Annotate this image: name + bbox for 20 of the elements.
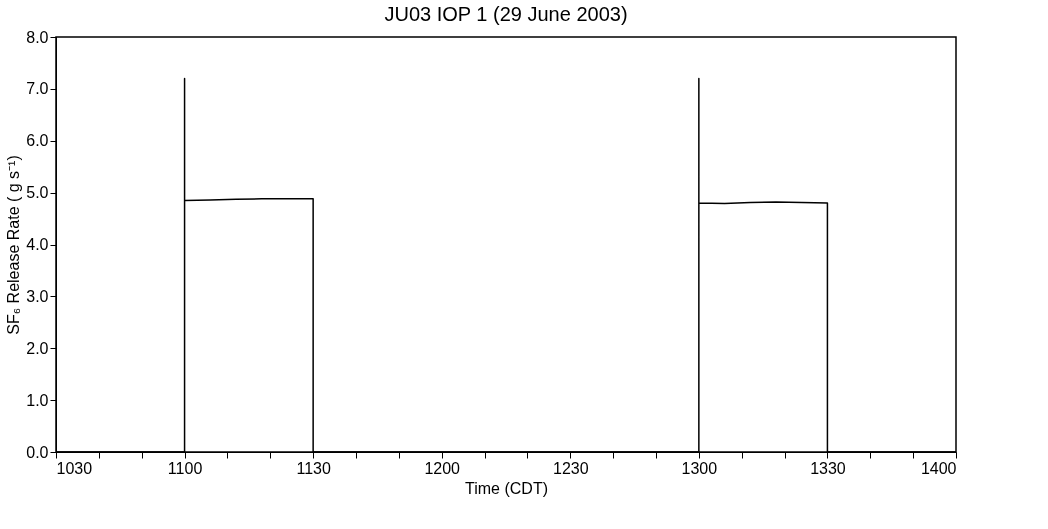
y-tick-label: 7.0 bbox=[26, 80, 49, 98]
y-axis-title: SF₆ Release Rate ( g s⁻¹) bbox=[5, 155, 23, 335]
y-tick-label: 6.0 bbox=[26, 132, 49, 150]
y-tick-label: 4.0 bbox=[26, 236, 49, 253]
y-tick-label: 0.0 bbox=[26, 443, 49, 461]
x-tick-label: 1130 bbox=[296, 459, 331, 477]
y-tick-label: 3.0 bbox=[26, 287, 49, 305]
x-tick-label: 1030 bbox=[56, 459, 93, 477]
x-axis-title: Time (CDT) bbox=[465, 479, 548, 497]
chart-title: JU03 IOP 1 (29 June 2003) bbox=[384, 3, 628, 25]
x-tick-label: 1200 bbox=[424, 459, 461, 477]
x-tick-label: 1230 bbox=[552, 459, 589, 477]
y-tick-label: 2.0 bbox=[26, 339, 49, 357]
x-tick-label: 1400 bbox=[920, 459, 957, 477]
y-tick-label: 1.0 bbox=[26, 391, 49, 409]
x-tick-label: 1330 bbox=[810, 459, 846, 477]
y-tick-label: 8.0 bbox=[26, 28, 49, 46]
x-tick-label: 1100 bbox=[167, 459, 203, 477]
x-tick-label: 1300 bbox=[681, 459, 718, 477]
y-tick-label: 5.0 bbox=[26, 184, 49, 202]
